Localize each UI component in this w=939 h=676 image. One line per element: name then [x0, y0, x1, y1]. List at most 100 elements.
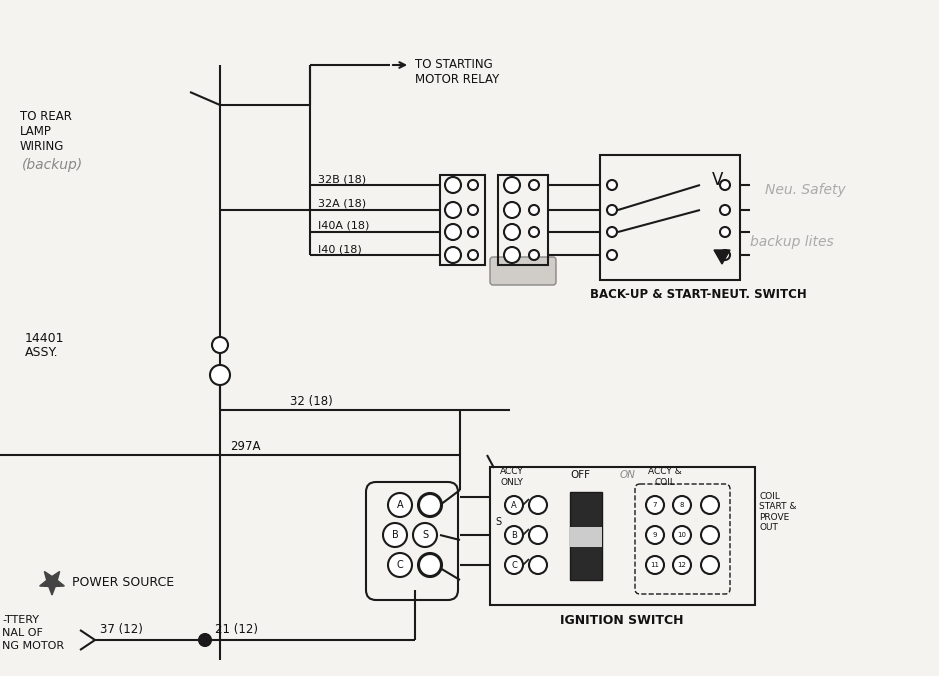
Circle shape [646, 526, 664, 544]
Text: 9: 9 [653, 532, 657, 538]
Circle shape [468, 205, 478, 215]
Circle shape [529, 250, 539, 260]
Circle shape [505, 556, 523, 574]
Text: ACCY &
COIL: ACCY & COIL [648, 467, 682, 487]
Circle shape [212, 337, 228, 353]
Circle shape [445, 202, 461, 218]
Circle shape [418, 553, 442, 577]
Circle shape [504, 224, 520, 240]
Circle shape [701, 496, 719, 514]
Circle shape [468, 227, 478, 237]
Circle shape [529, 526, 547, 544]
Circle shape [504, 202, 520, 218]
Circle shape [199, 634, 211, 646]
Circle shape [419, 554, 441, 576]
Text: A: A [396, 500, 404, 510]
Text: TO STARTING
MOTOR RELAY: TO STARTING MOTOR RELAY [415, 58, 500, 86]
Circle shape [720, 250, 730, 260]
Text: 10: 10 [678, 532, 686, 538]
Text: C: C [511, 560, 517, 569]
Circle shape [529, 496, 547, 514]
Polygon shape [714, 250, 730, 264]
Circle shape [529, 227, 539, 237]
Circle shape [468, 250, 478, 260]
Circle shape [720, 205, 730, 215]
Text: 21 (12): 21 (12) [215, 623, 258, 637]
Circle shape [607, 180, 617, 190]
Text: I40 (18): I40 (18) [318, 244, 362, 254]
Text: A: A [511, 500, 516, 510]
Text: 32 (18): 32 (18) [290, 395, 332, 408]
Text: 11: 11 [651, 562, 659, 568]
Text: NG MOTOR: NG MOTOR [2, 641, 64, 651]
Text: OFF: OFF [570, 470, 590, 480]
Text: COIL
START &
PROVE
OUT: COIL START & PROVE OUT [759, 492, 796, 532]
FancyBboxPatch shape [490, 257, 556, 285]
Circle shape [529, 205, 539, 215]
Text: IGNITION SWITCH: IGNITION SWITCH [561, 614, 684, 627]
Circle shape [701, 556, 719, 574]
Text: NAL OF: NAL OF [2, 628, 43, 638]
Circle shape [468, 180, 478, 190]
Text: -TTERY: -TTERY [2, 615, 39, 625]
Text: 8: 8 [680, 502, 685, 508]
Text: 297A: 297A [230, 441, 260, 454]
Circle shape [504, 177, 520, 193]
Circle shape [720, 180, 730, 190]
Circle shape [701, 526, 719, 544]
Text: ACCY
ONLY: ACCY ONLY [500, 467, 524, 487]
Circle shape [445, 224, 461, 240]
Text: 32B (18): 32B (18) [318, 174, 366, 184]
Text: ASSY.: ASSY. [25, 345, 58, 358]
Circle shape [505, 526, 523, 544]
Bar [490, 467, 755, 605]
Circle shape [388, 493, 412, 517]
Circle shape [646, 556, 664, 574]
Text: I40A (18): I40A (18) [318, 221, 369, 231]
Text: (backup): (backup) [22, 158, 84, 172]
Circle shape [720, 227, 730, 237]
Text: B: B [511, 531, 517, 539]
Text: 32A (18): 32A (18) [318, 199, 366, 209]
Text: Neu. Safety: Neu. Safety [765, 183, 846, 197]
Text: C: C [396, 560, 404, 570]
Text: S: S [495, 517, 501, 527]
Circle shape [210, 365, 230, 385]
Text: S: S [422, 530, 428, 540]
Text: ON: ON [620, 470, 636, 480]
Text: V: V [713, 171, 724, 189]
Text: 12: 12 [678, 562, 686, 568]
Circle shape [418, 493, 442, 517]
Circle shape [413, 523, 437, 547]
Bar [498, 175, 548, 265]
Circle shape [673, 496, 691, 514]
Circle shape [607, 250, 617, 260]
Text: BACK-UP & START-NEUT. SWITCH: BACK-UP & START-NEUT. SWITCH [590, 287, 807, 301]
Circle shape [673, 526, 691, 544]
Circle shape [607, 227, 617, 237]
Text: 37 (12): 37 (12) [100, 623, 143, 637]
Text: POWER SOURCE: POWER SOURCE [72, 575, 174, 589]
Polygon shape [39, 571, 65, 595]
Circle shape [383, 523, 407, 547]
Text: B: B [392, 530, 398, 540]
Circle shape [505, 496, 523, 514]
Bar [570, 527, 602, 547]
Bar [600, 155, 740, 280]
Circle shape [419, 494, 441, 516]
Circle shape [445, 247, 461, 263]
Circle shape [646, 496, 664, 514]
Text: TO REAR
LAMP
WIRING: TO REAR LAMP WIRING [20, 110, 72, 153]
Circle shape [445, 177, 461, 193]
Bar [570, 492, 602, 580]
Circle shape [673, 556, 691, 574]
Circle shape [607, 205, 617, 215]
Circle shape [388, 553, 412, 577]
Circle shape [504, 247, 520, 263]
Text: backup lites: backup lites [750, 235, 834, 249]
Text: 14401: 14401 [25, 331, 65, 345]
Circle shape [529, 556, 547, 574]
Circle shape [529, 180, 539, 190]
Bar [440, 175, 485, 265]
Text: 7: 7 [653, 502, 657, 508]
